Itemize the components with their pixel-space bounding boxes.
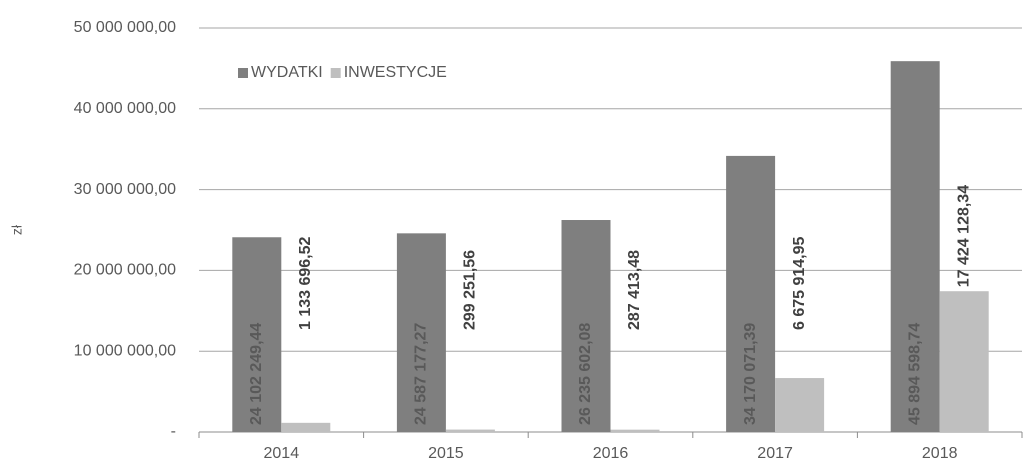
bar <box>396 233 446 432</box>
bar <box>890 61 940 433</box>
x-tick-label: 2017 <box>757 445 793 462</box>
bar <box>726 155 776 432</box>
y-tick-label: - <box>171 423 176 440</box>
bar <box>561 220 611 432</box>
data-label: 24 587 177,27 <box>413 323 430 425</box>
data-label: 45 894 598,74 <box>906 323 923 425</box>
data-label: 1 133 696,52 <box>297 236 314 330</box>
data-label: 17 424 128,34 <box>955 185 972 287</box>
bar <box>232 237 282 432</box>
x-tick-label: 2014 <box>264 445 300 462</box>
data-label: 26 235 602,08 <box>577 323 594 425</box>
y-tick-label: 10 000 000,00 <box>74 342 176 359</box>
data-label: 299 251,56 <box>462 250 479 330</box>
data-label: 287 413,48 <box>626 250 643 330</box>
bar <box>775 378 825 432</box>
y-tick-label: 40 000 000,00 <box>74 100 176 117</box>
bar <box>445 429 495 432</box>
data-label: 24 102 249,44 <box>248 323 265 425</box>
y-axis-label: zł <box>9 224 25 235</box>
data-label: 34 170 071,39 <box>742 323 759 425</box>
y-tick-label: 20 000 000,00 <box>74 262 176 279</box>
bar <box>610 429 660 432</box>
legend-swatch <box>330 68 341 78</box>
y-tick-label: 30 000 000,00 <box>74 181 176 198</box>
y-tick-label: 50 000 000,00 <box>74 19 176 36</box>
legend-swatch <box>238 68 248 78</box>
x-tick-label: 2016 <box>593 445 629 462</box>
bar <box>281 422 331 432</box>
data-label: 6 675 914,95 <box>791 236 808 330</box>
x-tick-label: 2018 <box>922 445 958 462</box>
legend-label: INWESTYCJE <box>344 64 447 81</box>
bar <box>939 291 989 432</box>
x-tick-label: 2015 <box>428 445 464 462</box>
legend-label: WYDATKI <box>251 64 323 81</box>
